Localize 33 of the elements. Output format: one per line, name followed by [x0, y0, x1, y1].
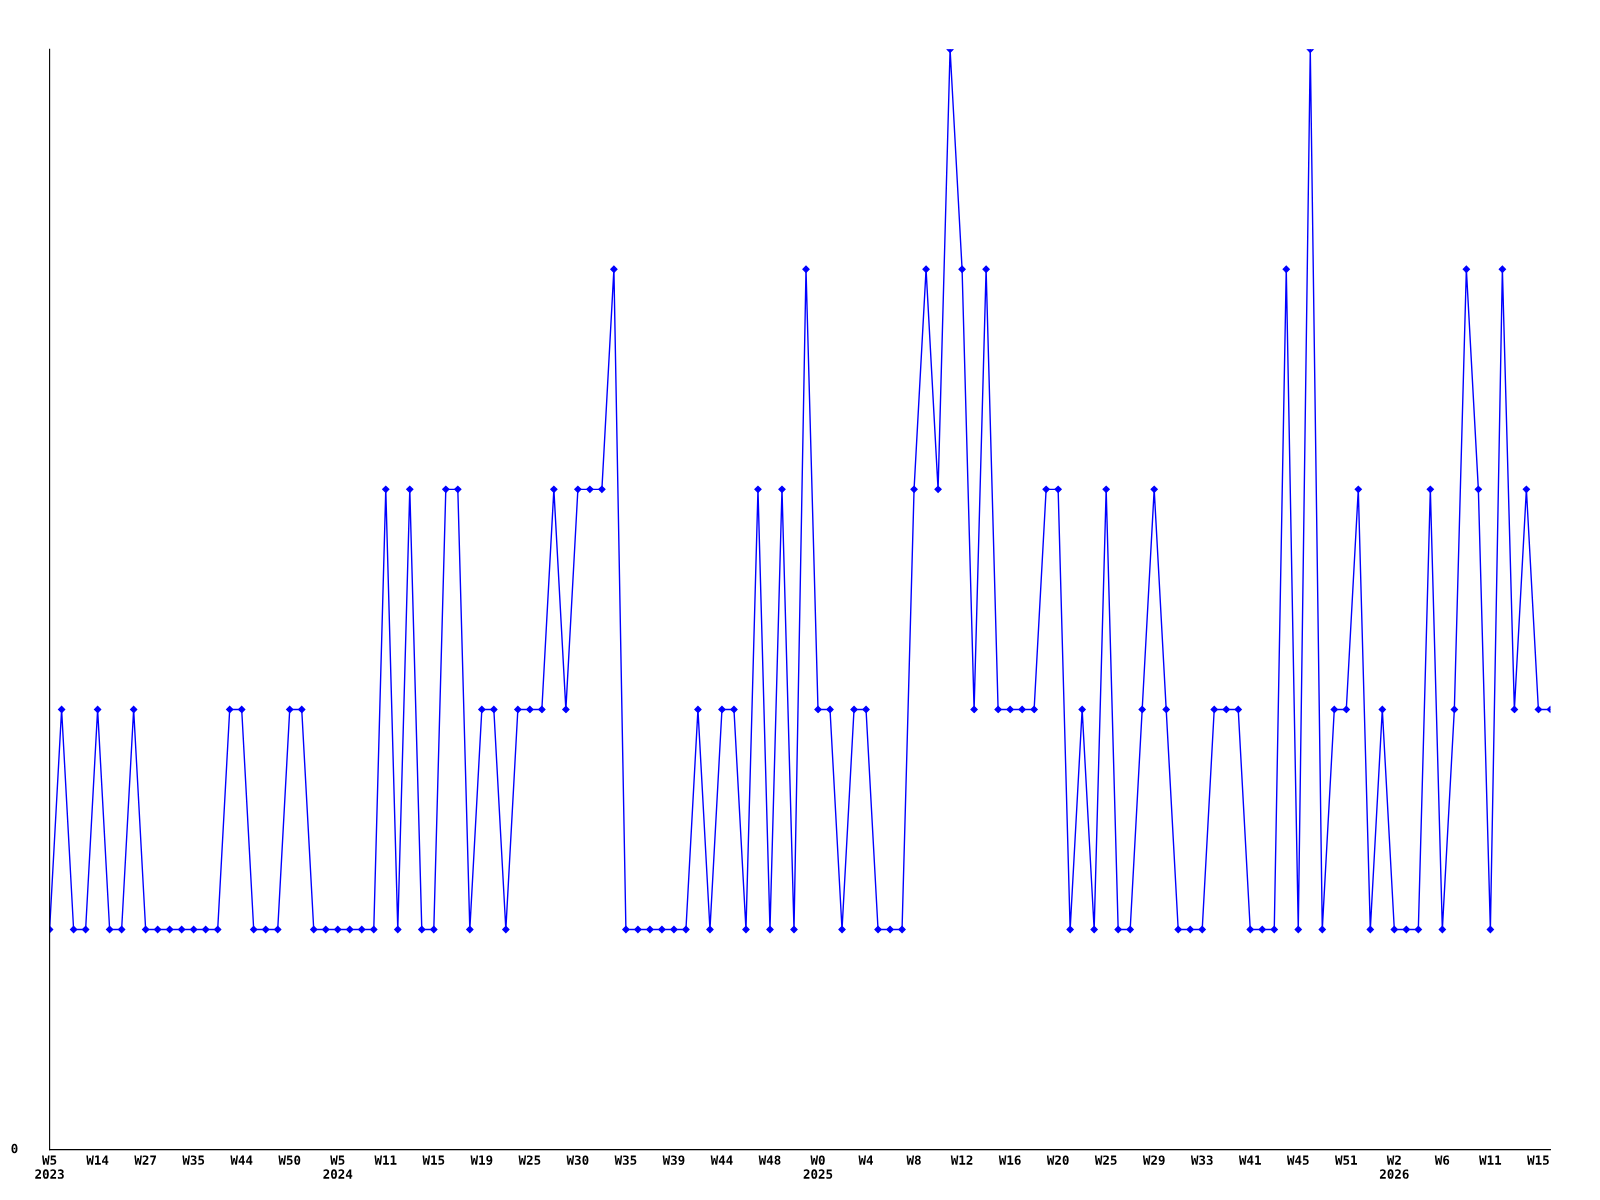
- x-tick-label: W11: [1479, 1155, 1502, 1165]
- x-tick-label: W25: [518, 1155, 541, 1165]
- x-tick-label: W33: [1190, 1155, 1213, 1165]
- x-tick-label: W19: [470, 1155, 493, 1165]
- x-tick-label: W48: [758, 1155, 781, 1165]
- x-tick-label: W5 2023: [35, 1155, 64, 1179]
- x-tick-label: W27: [134, 1155, 156, 1165]
- x-tick-label: W35: [182, 1155, 205, 1165]
- x-tick-label: W39: [662, 1155, 685, 1165]
- text: 0: [11, 1143, 18, 1154]
- x-tick-label: W11: [374, 1155, 397, 1165]
- x-tick-label: W29: [1142, 1155, 1165, 1165]
- x-tick-label: W25: [1094, 1155, 1117, 1165]
- x-tick-label: W51: [1335, 1155, 1357, 1165]
- x-tick-label: W16: [998, 1155, 1021, 1165]
- x-tick-label: W8: [906, 1155, 921, 1165]
- x-tick-label: W12: [950, 1155, 973, 1165]
- x-tick-label: W44: [230, 1155, 253, 1165]
- x-tick-label: W15: [422, 1155, 445, 1165]
- x-tick-label: W2 2026: [1379, 1155, 1409, 1179]
- x-tick-label: W4: [858, 1155, 873, 1165]
- x-tick-label: W15: [1527, 1155, 1549, 1165]
- x-tick-label: W6: [1434, 1155, 1450, 1165]
- x-tick-label: W30: [566, 1155, 589, 1165]
- x-tick-label: W50: [278, 1155, 301, 1165]
- x-tick-label: W35: [614, 1155, 637, 1165]
- x-tick-label: W5 2024: [323, 1155, 353, 1179]
- x-tick-label: W14: [86, 1155, 109, 1165]
- x-tick-label: W45: [1286, 1155, 1309, 1165]
- x-tick-label: W20: [1046, 1155, 1069, 1165]
- x-tick-label: W0 2025: [803, 1155, 833, 1179]
- x-tick-label: W41: [1238, 1155, 1261, 1165]
- x-tick-label: W44: [710, 1155, 733, 1165]
